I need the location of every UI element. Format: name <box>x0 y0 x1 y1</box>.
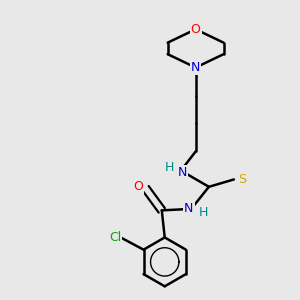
Text: N: N <box>184 202 194 215</box>
Text: H: H <box>165 161 174 174</box>
Text: O: O <box>191 23 201 36</box>
Text: Cl: Cl <box>109 231 121 244</box>
Text: O: O <box>133 180 143 193</box>
Text: N: N <box>178 166 187 178</box>
Text: N: N <box>191 61 200 74</box>
Text: S: S <box>238 173 246 186</box>
Text: H: H <box>198 206 208 219</box>
